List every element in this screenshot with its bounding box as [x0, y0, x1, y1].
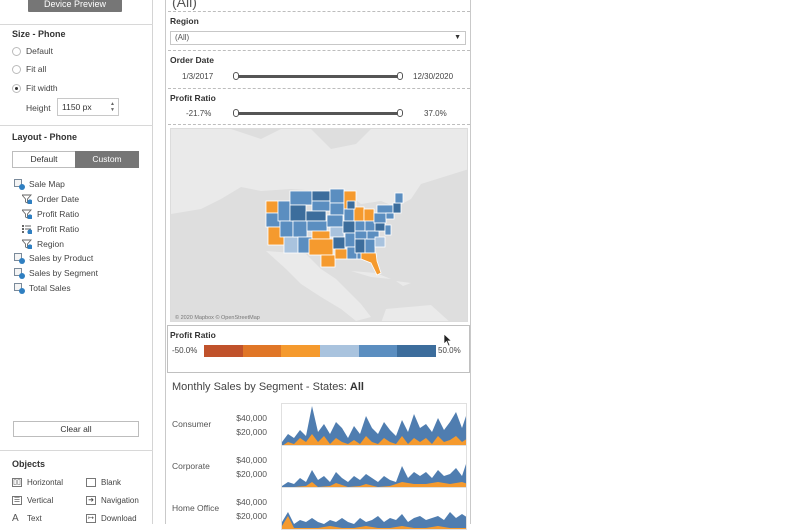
- layout-item-sales-by-product[interactable]: Sales by Product: [14, 251, 93, 264]
- region-dropdown[interactable]: (All) ▼: [170, 31, 466, 45]
- order-date-max: 12/30/2020: [413, 72, 454, 81]
- profit-ratio-min: -21.7%: [186, 109, 212, 118]
- chevron-down-icon: ▼: [454, 34, 461, 41]
- download-icon: ↦: [86, 513, 96, 523]
- divider: [168, 88, 470, 89]
- axis-tick: $40,000: [236, 413, 267, 423]
- legend-title: Profit Ratio: [170, 330, 216, 340]
- object-horizontal[interactable]: ▯▯ Horizontal: [12, 477, 64, 487]
- profit-ratio-legend: [167, 325, 470, 373]
- layout-item-order-date[interactable]: Order Date: [21, 192, 79, 205]
- axis-tick: $20,000: [236, 427, 267, 437]
- dashboard-canvas: (All) Region (All) ▼ Order Date 1/3/2017…: [165, 0, 471, 530]
- order-date-slider-track[interactable]: [236, 75, 402, 78]
- height-label: Height: [26, 103, 51, 113]
- sheet-icon: [14, 252, 25, 264]
- map-attribution: © 2020 Mapbox © OpenStreetMap: [175, 314, 260, 321]
- profit-ratio-filter-title: Profit Ratio: [170, 93, 216, 103]
- top-filter-value: (All): [172, 0, 197, 10]
- map-canvas: © 2020 Mapbox © OpenStreetMap: [171, 129, 467, 321]
- navigation-icon: ➜: [86, 495, 96, 505]
- region-filter-title: Region: [170, 16, 199, 26]
- size-section-title: Size - Phone: [12, 29, 66, 39]
- clear-all-button[interactable]: Clear all: [13, 421, 139, 437]
- legend-color-step: [281, 345, 321, 357]
- axis-tick: $20,000: [236, 511, 267, 521]
- blank-icon: [86, 477, 96, 487]
- height-input[interactable]: 1150 px ▲ ▼: [57, 98, 119, 116]
- consumer-area-chart[interactable]: [281, 403, 467, 446]
- mouse-cursor-icon: [443, 333, 453, 347]
- dashboard-pane: Device Preview Size - Phone Default Fit …: [0, 0, 153, 524]
- area-chart-canvas: [282, 464, 466, 487]
- slider-handle-left[interactable]: [233, 109, 239, 117]
- segment-label-home-office: Home Office: [172, 503, 220, 513]
- slider-handle-right[interactable]: [397, 109, 403, 117]
- layout-item-sales-by-segment[interactable]: Sales by Segment: [14, 266, 98, 279]
- area-chart-canvas: [282, 406, 466, 445]
- device-preview-button[interactable]: Device Preview: [28, 0, 122, 12]
- layout-section-title: Layout - Phone: [12, 132, 77, 142]
- layout-item-profit-ratio-filter[interactable]: Profit Ratio: [21, 207, 79, 220]
- horizontal-icon: ▯▯: [12, 477, 22, 487]
- stepper-icon[interactable]: ▲ ▼: [110, 101, 115, 113]
- filter-icon: [21, 194, 33, 205]
- object-text[interactable]: A Text: [12, 512, 42, 524]
- layout-item-region[interactable]: Region: [21, 237, 64, 250]
- sheet-icon: [14, 178, 25, 190]
- objects-section-title: Objects: [12, 459, 46, 469]
- object-navigation[interactable]: ➜ Navigation: [86, 494, 139, 506]
- legend-color-step: [204, 345, 244, 357]
- axis-tick: $40,000: [236, 497, 267, 507]
- sale-map[interactable]: © 2020 Mapbox © OpenStreetMap: [170, 128, 468, 322]
- layout-item-sale-map[interactable]: Sale Map: [14, 177, 65, 190]
- layout-tab-custom[interactable]: Custom: [75, 151, 139, 168]
- object-download[interactable]: ↦ Download: [86, 512, 137, 524]
- order-date-min: 1/3/2017: [182, 72, 214, 81]
- filter-icon: [21, 209, 33, 220]
- order-date-filter-title: Order Date: [170, 55, 214, 65]
- size-option-default[interactable]: Default: [12, 45, 53, 57]
- layout-item-total-sales[interactable]: Total Sales: [14, 281, 71, 294]
- legend-color-step: [320, 345, 360, 357]
- legend-color-step: [242, 345, 282, 357]
- segment-label-corporate: Corporate: [172, 461, 210, 471]
- divider: [168, 124, 470, 125]
- divider: [168, 50, 470, 51]
- legend-icon: [22, 224, 33, 235]
- divider: [0, 24, 153, 25]
- layout-tab-default[interactable]: Default: [12, 151, 76, 168]
- sheet-icon: [14, 282, 25, 294]
- axis-tick: $40,000: [236, 455, 267, 465]
- legend-color-step: [358, 345, 398, 357]
- legend-max: 50.0%: [438, 346, 461, 355]
- text-icon: A: [12, 512, 19, 524]
- profit-ratio-max: 37.0%: [424, 109, 447, 118]
- object-vertical[interactable]: ☰ Vertical: [12, 495, 54, 505]
- divider: [168, 11, 470, 12]
- layout-item-profit-ratio-legend[interactable]: Profit Ratio: [22, 222, 79, 235]
- corporate-area-chart[interactable]: [281, 445, 467, 488]
- legend-min: -50.0%: [172, 346, 198, 355]
- radio-icon[interactable]: [12, 64, 21, 74]
- sheet-icon: [14, 267, 25, 279]
- vertical-icon: ☰: [12, 495, 22, 505]
- slider-handle-left[interactable]: [233, 72, 239, 80]
- divider: [0, 125, 153, 126]
- chart-title: Monthly Sales by Segment - States: All: [172, 381, 364, 393]
- profit-ratio-slider-track[interactable]: [236, 112, 402, 115]
- size-option-fit-width[interactable]: Fit width: [12, 82, 58, 94]
- object-blank[interactable]: Blank: [86, 476, 121, 488]
- filter-icon: [21, 239, 33, 250]
- legend-color-step: [397, 345, 437, 357]
- axis-tick: $20,000: [236, 469, 267, 479]
- divider: [0, 450, 153, 451]
- slider-handle-right[interactable]: [397, 72, 403, 80]
- size-option-fit-all[interactable]: Fit all: [12, 63, 46, 75]
- segment-label-consumer: Consumer: [172, 419, 212, 429]
- radio-selected-icon[interactable]: [12, 83, 21, 93]
- radio-icon[interactable]: [12, 46, 21, 56]
